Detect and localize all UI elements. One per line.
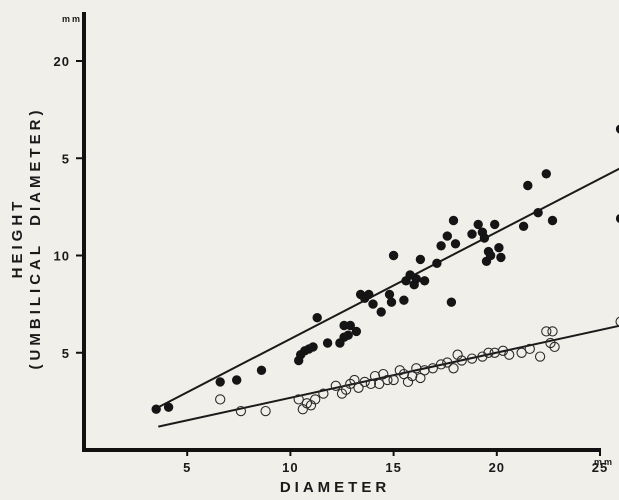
open-data-point — [615, 316, 619, 327]
filled-data-point — [446, 297, 457, 307]
filled-data-point — [523, 180, 533, 191]
y-axis-title-line2: (UMBILICAL DIAMETER) — [27, 107, 44, 370]
filled-series-fit-line — [157, 167, 619, 409]
filled-data-point — [308, 342, 318, 352]
open-data-point — [547, 326, 558, 337]
open-data-point — [435, 359, 447, 370]
filled-data-point — [364, 289, 374, 300]
filled-data-point — [368, 299, 378, 309]
open-data-point — [448, 363, 459, 374]
filled-data-point — [322, 338, 333, 348]
open-data-point — [442, 357, 453, 368]
filled-data-point — [419, 276, 430, 286]
x-tick-label: 20 — [489, 460, 505, 475]
open-data-point — [365, 378, 377, 390]
open-data-point — [382, 374, 393, 386]
filled-data-point — [432, 258, 442, 268]
y-axis-title-line1: HEIGHT — [9, 198, 26, 279]
filled-data-point — [450, 239, 461, 249]
filled-data-point — [345, 320, 355, 331]
open-data-point — [374, 378, 385, 390]
open-data-point — [411, 363, 422, 374]
x-tick-label: 5 — [183, 460, 191, 475]
open-data-point — [524, 343, 535, 355]
filled-data-point — [151, 404, 161, 414]
x-tick-label: 15 — [385, 460, 401, 475]
filled-data-point — [256, 365, 267, 375]
open-data-point — [456, 355, 467, 366]
filled-data-point — [547, 215, 558, 226]
filled-data-point — [399, 295, 409, 305]
open-data-point — [483, 347, 494, 358]
filled-data-point — [518, 221, 529, 232]
y-tick-label: 10 — [54, 249, 70, 264]
filled-data-point — [312, 313, 322, 323]
filled-data-point — [386, 297, 397, 307]
x-unit-label: mm — [594, 457, 614, 467]
ticks: 5 10 15 20 25 5 10 5 20 — [54, 54, 608, 475]
filled-data-point — [376, 307, 386, 317]
filled-data-point — [442, 231, 452, 241]
filled-data-point — [351, 326, 362, 337]
filled-data-point — [541, 169, 551, 179]
open-data-point — [235, 405, 247, 417]
open-data-point — [369, 370, 381, 382]
y-tick-label: 20 — [54, 54, 70, 69]
open-data-point — [359, 376, 370, 388]
y-unit-label: mm — [62, 14, 82, 24]
open-data-point — [504, 349, 515, 360]
filled-data-point — [473, 219, 483, 230]
filled-data-point — [485, 250, 496, 261]
filled-data-point — [215, 377, 225, 387]
filled-data-point — [232, 375, 242, 385]
open-data-point — [310, 394, 321, 405]
open-data-point — [541, 326, 552, 337]
open-data-point — [516, 347, 527, 358]
open-data-point — [260, 405, 271, 417]
open-data-point — [477, 351, 488, 362]
filled-data-point — [615, 214, 619, 223]
x-axis-title: DIAMETER — [280, 479, 390, 496]
filled-data-point — [415, 254, 426, 265]
filled-data-point — [496, 252, 506, 263]
open-data-point — [293, 394, 304, 405]
y-tick-label: 5 — [62, 151, 70, 166]
filled-data-point — [479, 233, 490, 243]
open-data-point — [466, 353, 478, 364]
open-data-point — [388, 374, 399, 386]
open-data-point — [318, 388, 329, 399]
filled-data-point — [384, 289, 395, 300]
x-tick-label: 10 — [282, 460, 298, 475]
filled-data-point — [448, 215, 459, 226]
filled-data-point — [615, 124, 619, 134]
x-tick-label: 25 — [592, 460, 608, 475]
filled-data-point — [163, 402, 174, 412]
y-tick-label: 5 — [62, 346, 70, 361]
filled-data-point — [411, 274, 421, 284]
open-data-point — [489, 347, 500, 358]
filled-data-point — [388, 250, 399, 261]
open-data-point — [427, 363, 438, 374]
filled-data-point — [343, 330, 353, 340]
filled-data-point — [490, 219, 500, 230]
open-data-point — [215, 394, 226, 405]
open-data-point — [398, 368, 410, 380]
filled-data-point — [467, 229, 477, 239]
data-points — [151, 124, 619, 417]
open-data-point — [349, 374, 360, 386]
filled-data-point — [494, 243, 504, 253]
open-data-point — [534, 351, 546, 362]
open-data-point — [407, 370, 418, 382]
open-data-point — [415, 372, 426, 384]
filled-data-point — [436, 241, 446, 251]
open-data-point — [353, 382, 364, 393]
open-data-point — [419, 365, 430, 376]
open-data-point — [549, 341, 560, 353]
axes — [82, 12, 600, 452]
filled-data-point — [533, 208, 543, 218]
open-data-point — [330, 380, 341, 391]
